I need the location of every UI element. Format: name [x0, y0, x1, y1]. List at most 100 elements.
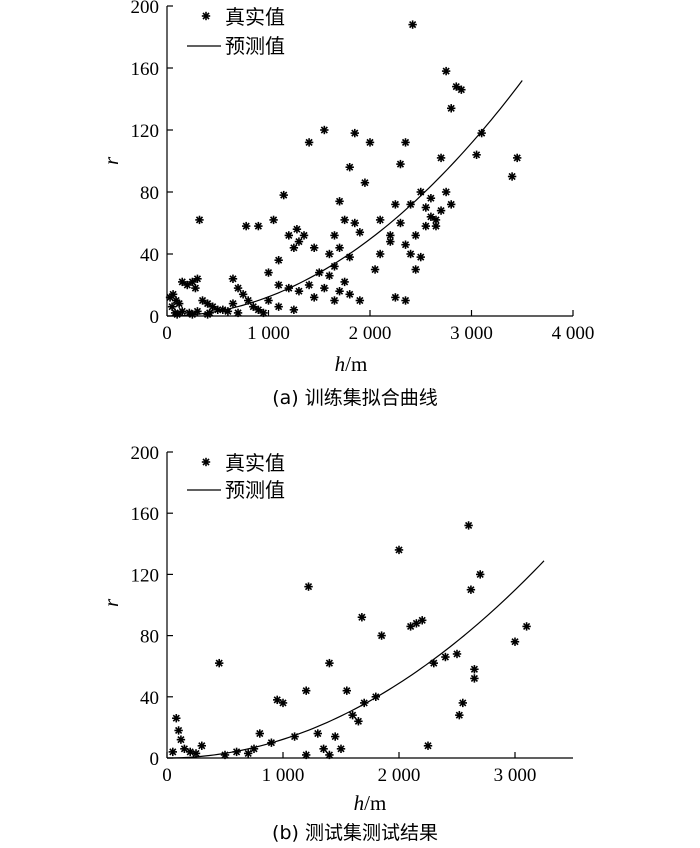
- data-point: [178, 277, 187, 287]
- data-point: [472, 150, 481, 159]
- data-point: [355, 228, 365, 237]
- data-point: [408, 20, 417, 29]
- data-point: [228, 299, 238, 308]
- data-point: [289, 243, 299, 252]
- data-point: [292, 225, 302, 234]
- x-tick-label: 0: [162, 323, 172, 344]
- data-point: [406, 249, 415, 259]
- y-tick-label: 40: [140, 245, 159, 266]
- data-point: [325, 271, 334, 280]
- data-point: [354, 717, 363, 726]
- data-point: [375, 215, 385, 225]
- data-point: [507, 172, 517, 181]
- y-axis-label: r: [99, 598, 123, 607]
- x-axis-label-var: h: [335, 352, 346, 376]
- data-point: [284, 231, 293, 240]
- data-point: [386, 231, 395, 240]
- data-point: [176, 735, 186, 744]
- caption-b: (b) 测试集测试结果: [272, 822, 438, 844]
- data-point: [238, 290, 248, 299]
- data-point: [421, 203, 431, 212]
- data-point: [510, 637, 520, 646]
- data-point: [340, 215, 349, 225]
- data-point: [335, 197, 344, 206]
- data-point: [302, 686, 311, 695]
- x-tick-label: 3 000: [494, 765, 537, 786]
- data-point: [377, 631, 386, 640]
- fit-curve-b: [166, 560, 545, 759]
- data-point: [335, 287, 344, 296]
- caption-a: (a) 训练集拟合曲线: [272, 387, 438, 409]
- data-point: [336, 744, 346, 754]
- x-tick-label: 2 000: [378, 765, 421, 786]
- data-point: [431, 215, 441, 225]
- data-point: [350, 128, 359, 138]
- y-tick-label: 0: [150, 307, 160, 328]
- data-point: [477, 128, 486, 138]
- data-point: [429, 658, 438, 668]
- data-point: [470, 665, 479, 674]
- x-tick-label: 1 000: [262, 765, 305, 786]
- ticks-a: 0 1 000 2 000 3 000 4 000 0 40 80 120 160 200: [131, 0, 595, 344]
- data-point: [466, 585, 476, 594]
- data-point: [412, 619, 421, 628]
- data-point: [264, 296, 273, 305]
- data-point: [391, 200, 400, 209]
- chart-panel-a: 0 1 000 2 000 3 000 4 000 0 40 80 120 160 200 真实值 …: [99, 0, 594, 409]
- legend-star-marker: [201, 457, 211, 467]
- data-point: [172, 714, 181, 723]
- data-point: [264, 268, 273, 277]
- data-point: [340, 277, 349, 287]
- x-axis-label-var: h: [354, 791, 365, 815]
- data-point: [168, 290, 178, 299]
- y-axis-label: r: [99, 156, 123, 165]
- data-point: [167, 302, 177, 311]
- data-point: [259, 308, 268, 318]
- y-tick-label: 80: [140, 183, 159, 204]
- data-point: [203, 310, 212, 319]
- data-point: [174, 299, 184, 308]
- data-point: [406, 622, 415, 631]
- data-point: [421, 221, 431, 231]
- data-point: [195, 215, 204, 225]
- chart-panel-b: 0 1 000 2 000 3 000 0 40 80 120 160 200 真实值 预测值 r…: [99, 443, 573, 844]
- x-axis-label-unit: /m: [364, 791, 386, 815]
- data-point: [191, 283, 200, 293]
- data-point: [193, 274, 202, 283]
- data-point: [304, 138, 314, 147]
- data-point: [441, 187, 451, 197]
- data-point: [396, 159, 405, 169]
- data-point: [512, 153, 522, 163]
- data-point: [357, 613, 367, 622]
- data-point: [269, 215, 278, 225]
- data-point: [325, 658, 334, 668]
- data-point: [447, 200, 456, 209]
- data-point: [457, 85, 466, 94]
- data-point: [168, 747, 177, 757]
- data-point: [289, 305, 299, 314]
- data-point: [401, 296, 410, 305]
- x-axis-label: h/m: [335, 352, 368, 376]
- data-point: [416, 187, 425, 197]
- data-point: [476, 570, 485, 579]
- data-point: [330, 296, 339, 305]
- data-point: [208, 302, 217, 311]
- data-point: [294, 287, 304, 296]
- data-point: [180, 744, 189, 754]
- data-point: [274, 256, 283, 265]
- data-point: [233, 308, 243, 318]
- data-point: [320, 283, 329, 293]
- y-tick-label: 120: [131, 121, 160, 142]
- data-point: [309, 293, 319, 302]
- data-point: [464, 521, 473, 530]
- data-point: [273, 695, 282, 705]
- data-point: [220, 750, 230, 760]
- x-axis-label-unit: /m: [345, 352, 367, 376]
- fit-curve-a: [166, 80, 523, 317]
- data-point: [345, 163, 354, 172]
- data-point: [345, 290, 354, 299]
- data-point: [274, 302, 283, 311]
- data-point: [197, 741, 206, 750]
- y-tick-label: 40: [140, 688, 159, 709]
